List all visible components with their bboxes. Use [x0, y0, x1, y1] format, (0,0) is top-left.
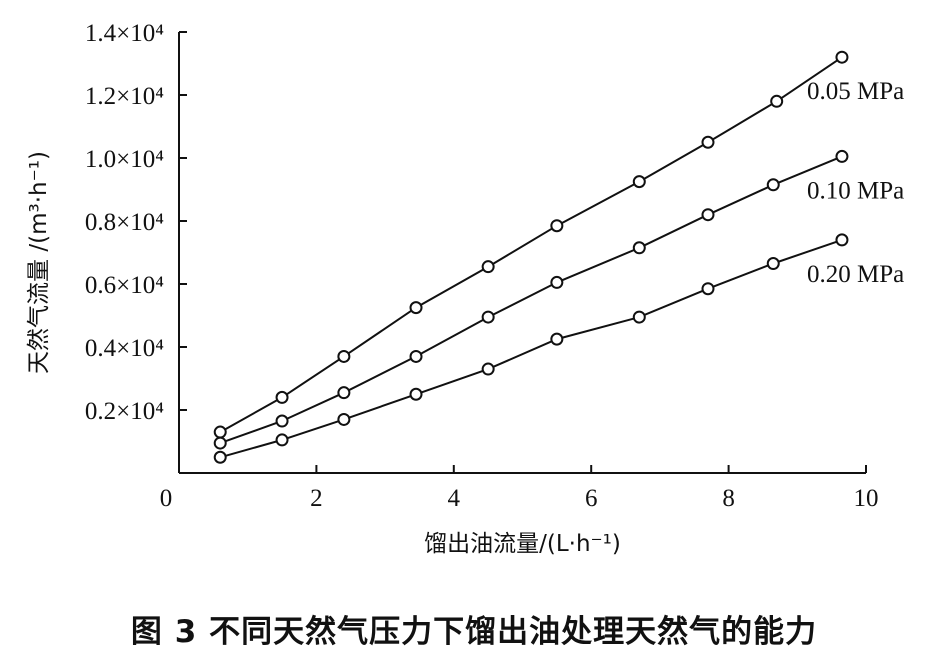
x-tick-label: 6	[585, 485, 598, 512]
data-point	[835, 50, 849, 64]
data-point	[409, 349, 423, 363]
data-point	[550, 332, 564, 346]
data-point	[835, 149, 849, 163]
data-point	[409, 387, 423, 401]
data-point	[337, 349, 351, 363]
series: 0.20 MPa	[213, 233, 904, 464]
y-tick-label: 1.0×10⁴	[85, 146, 164, 173]
series-label: 0.20 MPa	[807, 261, 904, 288]
data-point	[213, 425, 227, 439]
data-point	[481, 362, 495, 376]
data-point	[481, 310, 495, 324]
data-point	[409, 301, 423, 315]
y-axis-title: 天然气流量 /(m³·h⁻¹)	[26, 151, 52, 374]
series-line	[219, 238, 843, 459]
data-point	[550, 219, 564, 233]
data-point	[766, 178, 780, 192]
x-tick-label: 2	[310, 485, 323, 512]
data-point	[701, 282, 715, 296]
data-point	[766, 257, 780, 271]
data-point	[550, 275, 564, 289]
data-point	[213, 436, 227, 450]
y-tick-label: 1.2×10⁴	[85, 83, 164, 110]
axes	[178, 32, 866, 474]
data-point	[632, 241, 646, 255]
y-tick-label: 0.6×10⁴	[85, 272, 164, 299]
data-point	[835, 233, 849, 247]
x-tick-label: 4	[448, 485, 461, 512]
axis-ticks: 0 2 4 6 8 10 0.2×10⁴ 0.4×10⁴ 0.6×10⁴ 0.8×10⁴ 1.0×1…	[85, 20, 879, 512]
data-point	[275, 390, 289, 404]
y-tick-label: 0.2×10⁴	[85, 398, 164, 425]
y-tick-label: 1.4×10⁴	[85, 20, 164, 47]
y-tick-label: 0.4×10⁴	[85, 335, 164, 362]
data-point	[701, 208, 715, 222]
series: 0.05 MPa	[213, 50, 904, 439]
data-point	[770, 94, 784, 108]
data-point	[275, 414, 289, 428]
data-point	[337, 386, 351, 400]
x-axis-title: 馏出油流量/(L·h⁻¹)	[424, 531, 621, 557]
series-line	[219, 56, 843, 433]
data-point	[632, 175, 646, 189]
series-label: 0.05 MPa	[807, 78, 904, 105]
data-point	[701, 135, 715, 149]
series-group: 0.05 MPa 0.10 MPa 0.20 MPa	[213, 50, 904, 464]
series-line	[219, 155, 843, 445]
figure-caption: 图 3 不同天然气压力下馏出油处理天然气的能力	[131, 614, 817, 650]
series-label: 0.10 MPa	[807, 177, 904, 204]
data-point	[481, 260, 495, 274]
x-tick-label: 8	[722, 485, 735, 512]
series: 0.10 MPa	[213, 149, 904, 450]
data-point	[632, 310, 646, 324]
data-point	[337, 412, 351, 426]
x-tick-label: 10	[854, 485, 879, 512]
data-point	[213, 450, 227, 464]
x-tick-label: 0	[160, 485, 173, 512]
y-tick-label: 0.8×10⁴	[85, 209, 164, 236]
data-point	[275, 433, 289, 447]
